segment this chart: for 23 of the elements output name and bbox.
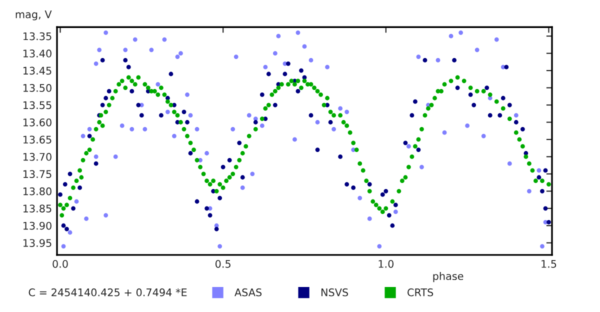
x-tick-label: 0.5	[215, 260, 230, 268]
y-tick-label: 13.60	[23, 118, 52, 126]
y-tick-label: 13.45	[23, 66, 52, 75]
legend-label: NSVS	[321, 288, 348, 296]
y-axis-title: mag, V	[16, 10, 52, 20]
y-tick-label: 13.90	[23, 222, 52, 230]
y-tick-label: 13.55	[23, 101, 52, 110]
legend-label: ASAS	[234, 288, 262, 296]
x-tick-label: 1.5	[542, 260, 556, 268]
y-tick-label: 13.65	[23, 136, 52, 144]
y-tick-label: 13.75	[23, 170, 52, 178]
y-tick-label: 13.35	[23, 32, 52, 40]
y-tick-label: 13.85	[23, 204, 52, 212]
y-tick-label: 13.95	[23, 239, 52, 247]
y-tick-label: 13.50	[23, 84, 52, 92]
x-tick-label: 1.0	[378, 260, 394, 268]
x-axis-title: phase	[433, 272, 464, 282]
x-tick-label: 0.0	[52, 260, 68, 268]
legend-label: CRTS	[408, 288, 434, 296]
y-tick-label: 13.70	[23, 152, 52, 161]
y-tick-label: 13.40	[23, 50, 52, 58]
y-tick-label: 13.80	[23, 187, 52, 196]
text: C = 2454140.425 + 0.7494 *E	[28, 288, 187, 296]
